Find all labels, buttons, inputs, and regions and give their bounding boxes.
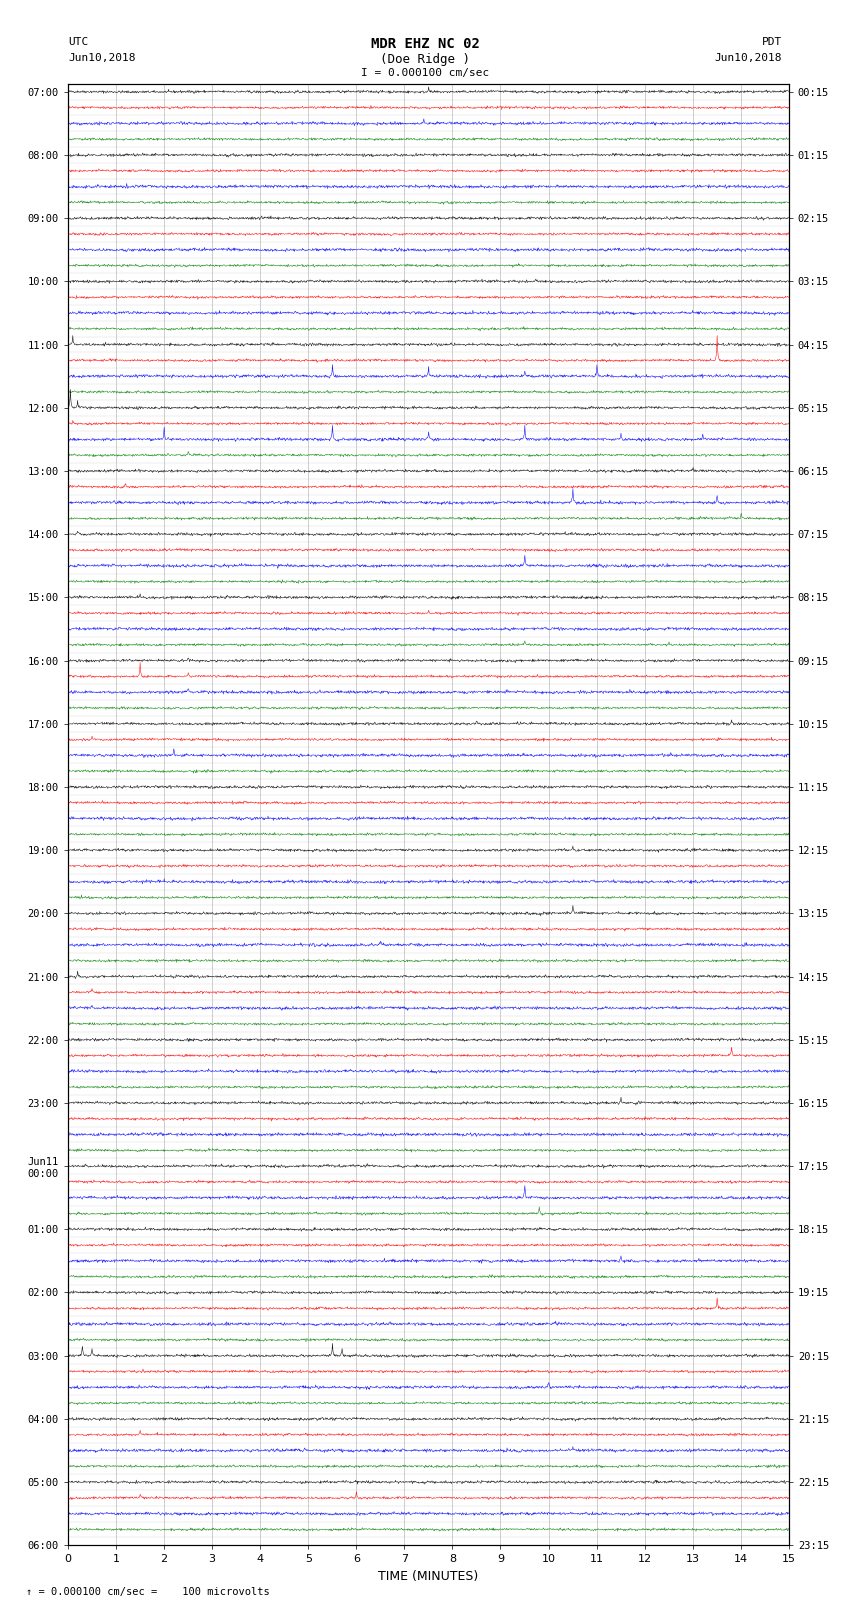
Text: Jun10,2018: Jun10,2018 (68, 53, 135, 63)
Text: (Doe Ridge ): (Doe Ridge ) (380, 53, 470, 66)
Text: UTC: UTC (68, 37, 88, 47)
X-axis label: TIME (MINUTES): TIME (MINUTES) (378, 1569, 479, 1582)
Text: Jun10,2018: Jun10,2018 (715, 53, 782, 63)
Text: I = 0.000100 cm/sec: I = 0.000100 cm/sec (361, 68, 489, 77)
Text: MDR EHZ NC 02: MDR EHZ NC 02 (371, 37, 479, 52)
Text: PDT: PDT (762, 37, 782, 47)
Text: ↑ = 0.000100 cm/sec =    100 microvolts: ↑ = 0.000100 cm/sec = 100 microvolts (26, 1587, 269, 1597)
